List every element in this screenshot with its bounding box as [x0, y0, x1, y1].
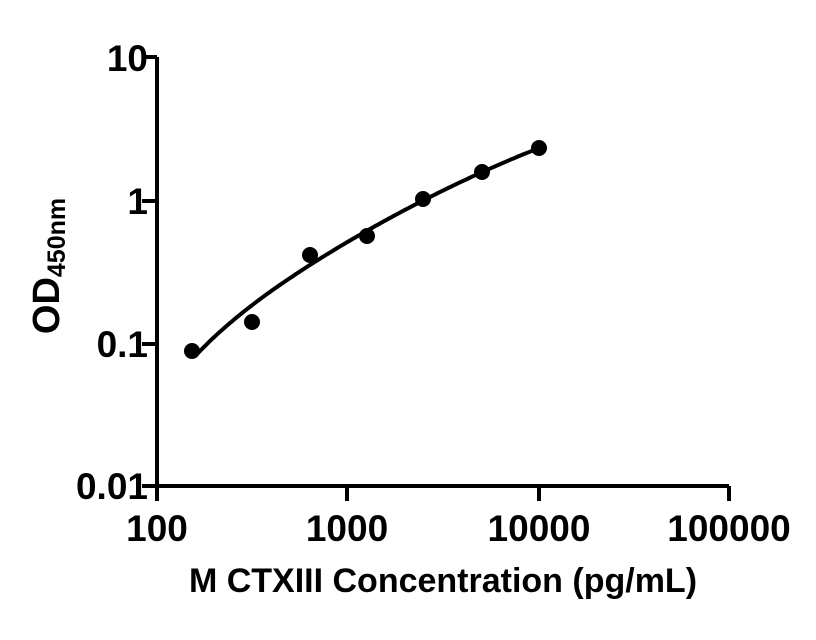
svg-text:10000: 10000 [488, 508, 591, 549]
svg-text:1: 1 [127, 181, 148, 222]
svg-text:OD450nm: OD450nm [26, 198, 71, 334]
svg-text:0.01: 0.01 [76, 466, 148, 507]
svg-text:100: 100 [126, 508, 188, 549]
svg-text:100000: 100000 [667, 508, 790, 549]
svg-text:0.1: 0.1 [97, 324, 148, 365]
svg-text:10: 10 [107, 38, 148, 79]
svg-text:1000: 1000 [306, 508, 388, 549]
